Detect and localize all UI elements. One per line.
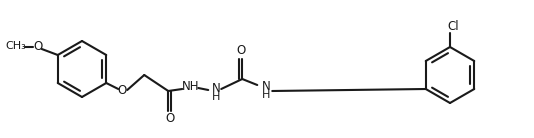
Text: NH: NH <box>182 80 199 94</box>
Text: H: H <box>212 92 221 102</box>
Text: H: H <box>262 90 270 100</box>
Text: N: N <box>262 80 271 94</box>
Text: O: O <box>117 84 127 98</box>
Text: N: N <box>212 83 221 95</box>
Text: O: O <box>33 40 42 54</box>
Text: O: O <box>165 112 175 125</box>
Text: Cl: Cl <box>447 19 459 33</box>
Text: CH₃: CH₃ <box>5 41 26 51</box>
Text: O: O <box>236 44 246 58</box>
